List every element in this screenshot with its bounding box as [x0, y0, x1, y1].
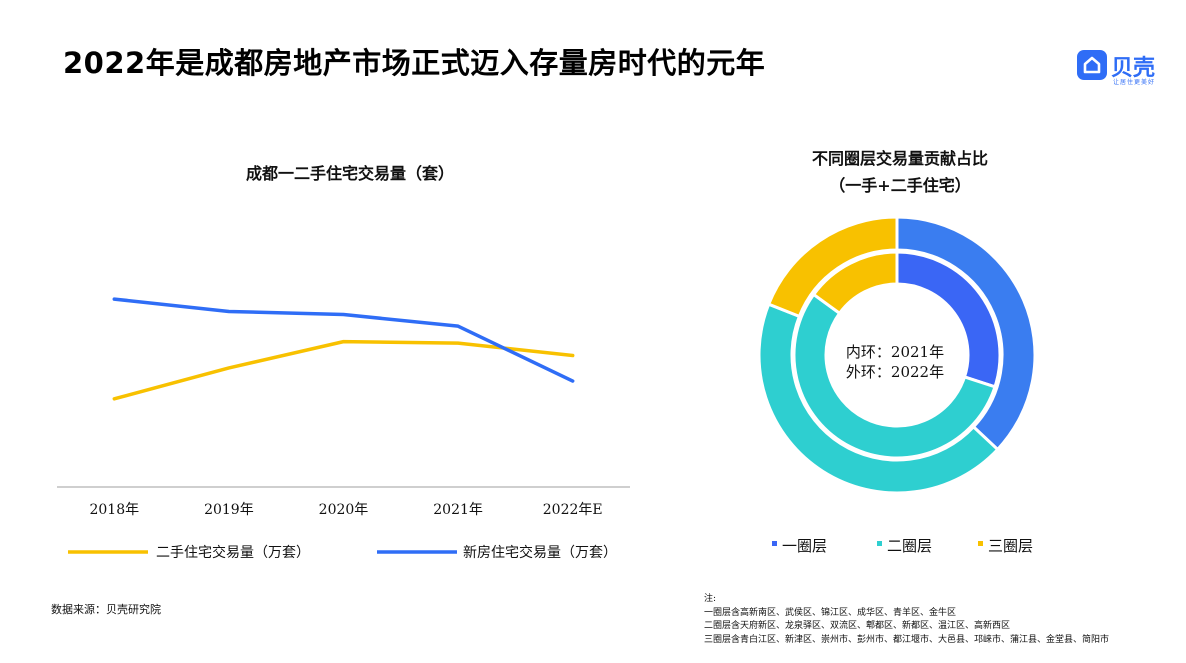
notes-line-2: 二圈层含天府新区、龙泉驿区、双流区、郫都区、新都区、温江区、高新西区: [704, 621, 1011, 631]
donut-center-label-1: 内环：2021年: [846, 343, 944, 361]
page-title: 2022年是成都房地产市场正式迈入存量房时代的元年: [63, 46, 766, 80]
donut-center-label-2: 外环：2022年: [846, 363, 944, 381]
logo-slogan: 让居住更美好: [1113, 79, 1156, 86]
x-tick-label: 2018年: [89, 502, 139, 518]
logo-text: 贝壳: [1111, 56, 1156, 81]
notes-line-1: 一圈层含高新南区、武侯区、锦江区、成华区、青羊区、金牛区: [704, 607, 957, 618]
line-chart: 2018年 2019年 2020年 2021年 2022年E 二手住宅交易量（万套） 新房住…: [57, 297, 630, 561]
donut-slice-inner-3: [811, 250, 899, 316]
x-tick-label: 2020年: [319, 502, 369, 518]
series-line-2: [112, 297, 575, 383]
data-source: 数据来源：贝壳研究院: [51, 603, 161, 616]
donut-title-line-1: 不同圈层交易量贡献占比: [811, 149, 988, 168]
legend-marker-3: [978, 541, 983, 546]
donut-legend-label-1: 一圈层: [782, 537, 827, 555]
legend-marker-2: [877, 541, 882, 546]
line-chart-title: 成都一二手住宅交易量（套）: [245, 164, 454, 183]
legend-marker-1: [772, 541, 777, 546]
series-line-1: [112, 339, 575, 401]
home-icon: [1077, 50, 1107, 80]
brand-logo: 贝壳 让居住更美好: [1077, 48, 1162, 88]
donut-legend-label-3: 三圈层: [988, 537, 1033, 555]
legend-label-2: 新房住宅交易量（万套）: [463, 544, 617, 561]
x-tick-label: 2021年: [433, 502, 483, 518]
donut-slice-outer-3: [766, 215, 899, 319]
notes-line-3: 三圈层含青白江区、新津区、崇州市、彭州市、都江堰市、大邑县、邛崃市、蒲江县、金堂…: [704, 634, 1110, 645]
legend-label-1: 二手住宅交易量（万套）: [156, 544, 310, 561]
donut-slice-outer-2: [757, 302, 1000, 495]
notes-heading: 注:: [704, 594, 717, 604]
notes: 注: 一圈层含高新南区、武侯区、锦江区、成华区、青羊区、金牛区 二圈层含天府新区…: [704, 593, 1109, 647]
x-tick-label: 2019年: [204, 502, 254, 518]
x-tick-label: 2022年E: [543, 502, 603, 518]
donut-chart-title: 不同圈层交易量贡献占比 （一手+二手住宅）: [740, 145, 1060, 199]
donut-slice-inner-2: [792, 292, 997, 460]
donut-legend-label-2: 二圈层: [887, 537, 932, 555]
donut-title-line-2: （一手+二手住宅）: [829, 176, 971, 195]
